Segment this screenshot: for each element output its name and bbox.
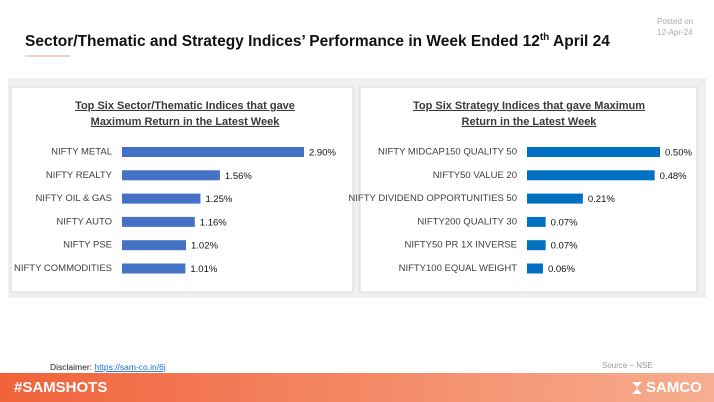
title-text: April 24 <box>549 33 610 50</box>
title-sup: th <box>540 32 549 43</box>
bar <box>122 170 220 181</box>
value-label: 2.90% <box>309 148 336 159</box>
bar <box>527 263 543 274</box>
bar <box>122 263 186 274</box>
source: Source – NSE <box>602 361 653 370</box>
value-label: 1.16% <box>200 217 227 228</box>
brand-icon <box>632 382 642 394</box>
bar <box>527 170 655 181</box>
disclaimer-link[interactable]: https://sam-co.in/6j <box>94 362 165 372</box>
chart-box <box>10 86 354 293</box>
footer-brand: SAMCO <box>646 379 702 396</box>
footer <box>0 373 714 402</box>
bar <box>527 147 660 157</box>
value-label: 1.25% <box>205 194 232 205</box>
value-label: 1.02% <box>191 241 218 252</box>
bar <box>122 216 195 227</box>
posted-label: Posted on <box>657 17 693 26</box>
category-label: NIFTY PSE <box>63 240 112 251</box>
category-label: NIFTY AUTO <box>56 216 112 227</box>
category-label: NIFTY100 EQUAL WEIGHT <box>399 263 518 274</box>
footer-tag: #SAMSHOTS <box>14 379 107 396</box>
category-label: NIFTY50 PR 1X INVERSE <box>405 240 517 251</box>
value-label: 0.48% <box>660 171 687 182</box>
title-text: Sector/Thematic and Strategy Indices’ Pe… <box>25 33 540 50</box>
value-label: 1.01% <box>190 264 217 275</box>
bar <box>122 193 201 204</box>
chart-title: Return in the Latest Week <box>462 116 598 128</box>
bar <box>122 240 187 251</box>
category-label: NIFTY50 VALUE 20 <box>433 170 517 181</box>
chart-title: Top Six Strategy Indices that gave Maxim… <box>413 100 645 112</box>
category-label: NIFTY COMMODITIES <box>14 263 112 274</box>
disclaimer: Disclaimer: https://sam-co.in/6j <box>50 362 166 372</box>
charts: Top Six Sector/Thematic Indices that gav… <box>14 100 692 275</box>
chart-title: Maximum Return in the Latest Week <box>91 116 281 128</box>
value-label: 0.06% <box>548 264 575 275</box>
bar <box>527 216 546 227</box>
category-label: NIFTY OIL & GAS <box>35 193 112 204</box>
disclaimer-label: Disclaimer: <box>50 362 92 372</box>
value-label: 0.21% <box>588 194 615 205</box>
category-label: NIFTY DIVIDEND OPPORTUNITIES 50 <box>348 193 517 204</box>
slide-title: Sector/Thematic and Strategy Indices’ Pe… <box>25 32 610 50</box>
category-label: NIFTY MIDCAP150 QUALITY 50 <box>378 147 517 158</box>
bar <box>527 240 546 251</box>
chart-title: Top Six Sector/Thematic Indices that gav… <box>75 100 295 112</box>
value-label: 0.07% <box>551 241 578 252</box>
bar <box>122 147 304 157</box>
bar <box>527 193 583 204</box>
value-label: 1.56% <box>225 171 252 182</box>
category-label: NIFTY REALTY <box>46 170 113 181</box>
category-label: NIFTY METAL <box>51 147 112 158</box>
value-label: 0.07% <box>551 217 578 228</box>
chart-box <box>359 86 698 293</box>
posted-date: 12-Apr-24 <box>657 28 693 37</box>
category-label: NIFTY200 QUALITY 30 <box>417 216 517 227</box>
value-label: 0.50% <box>665 148 692 159</box>
